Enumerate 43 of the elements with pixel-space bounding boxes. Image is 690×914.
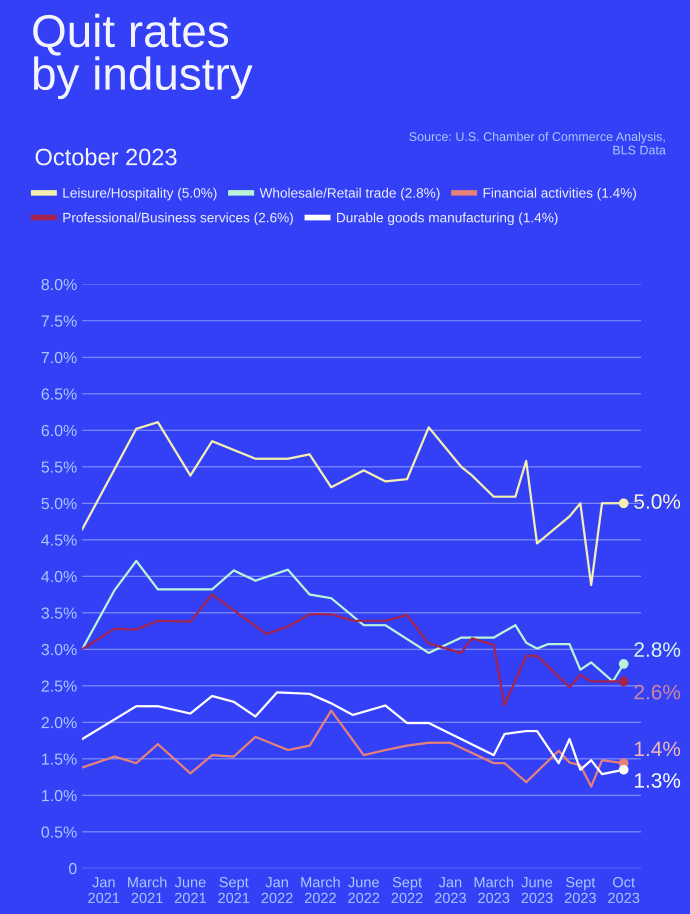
x-tick-label: June 2023 — [521, 877, 553, 904]
y-tick-label: 6.0% — [42, 424, 77, 436]
y-tick-label: 7.0% — [42, 352, 77, 364]
legend-label: Financial activities (1.4%) — [484, 188, 636, 200]
annotation: 1.4% — [634, 742, 680, 756]
x-tick-label: Jan 2021 — [88, 877, 120, 904]
x-tick-label: March 2022 — [301, 876, 340, 904]
x-tick-label: Jan 2023 — [434, 877, 466, 904]
y-tick-label: 8.0% — [42, 278, 77, 290]
y-tick-label: 5.5% — [41, 461, 77, 473]
y-tick-label: 0 — [68, 862, 77, 874]
legend-label: Professional/Business services (2.6%) — [63, 212, 293, 226]
x-tick-label: June 2022 — [348, 877, 380, 904]
x-tick-label: March 2021 — [128, 876, 166, 904]
annotation: 1.3% — [634, 773, 680, 788]
y-tick-label: 1.0% — [42, 790, 77, 802]
x-tick-label: Sept 2022 — [392, 877, 423, 904]
x-tick-label: Oct 2023 — [608, 877, 640, 904]
annotation: 2.6% — [634, 684, 680, 700]
y-tick-label: 1.5% — [42, 753, 77, 765]
source-note: Source: U.S. Chamber of Commerce Analysis, BLS Data — [409, 132, 666, 154]
y-tick-label: 4.5% — [41, 534, 77, 546]
legend-label: Leisure/Hospitality (5.0%) — [63, 188, 216, 200]
annotation: 2.8% — [634, 642, 680, 657]
x-tick-label: March 2023 — [474, 876, 514, 904]
chart-subtitle: October 2023 — [36, 148, 177, 166]
y-tick-label: 7.5% — [42, 315, 77, 327]
y-tick-label: 4.0% — [41, 570, 77, 582]
chart-title: Quit rates by industry — [33, 14, 253, 100]
y-tick-label: 2.0% — [42, 716, 77, 728]
y-tick-label: 3.0% — [41, 644, 77, 656]
x-tick-label: Jan 2022 — [262, 877, 293, 904]
legend-label: Wholesale/Retail trade (2.8%) — [260, 188, 440, 200]
legend-label: Durable goods manufacturing (1.4%) — [337, 212, 558, 226]
y-tick-label: 6.5% — [42, 388, 77, 400]
annotation: 5.0% — [634, 494, 680, 509]
y-tick-label: 0.5% — [41, 826, 77, 838]
y-tick-label: 3.5% — [41, 607, 77, 619]
y-tick-label: 2.5% — [42, 680, 77, 692]
x-tick-label: Sept 2023 — [564, 877, 596, 904]
x-tick-label: June 2021 — [174, 877, 206, 904]
x-tick-label: Sept 2021 — [218, 877, 250, 904]
y-tick-label: 5.0% — [41, 498, 77, 510]
